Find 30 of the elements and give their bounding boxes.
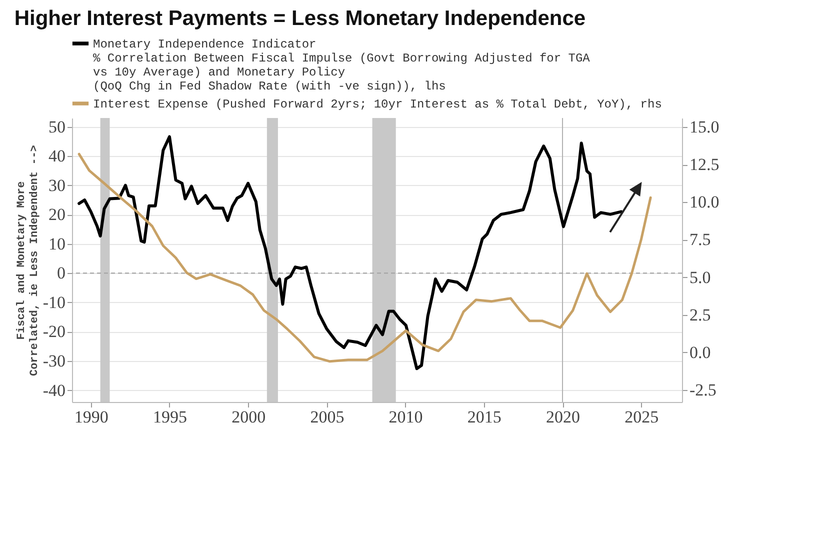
x-tick-label: 1990 (74, 408, 108, 426)
x-tick-label: 2025 (624, 408, 659, 426)
y-tick-label: 10 (48, 234, 66, 254)
y-tick-label: 20 (48, 205, 66, 224)
y-tick-label: 0 (57, 264, 66, 283)
y2-tick-label: 5.0 (690, 268, 711, 287)
y2-tick-label: 0.0 (690, 342, 711, 362)
y-tick-label: -10 (42, 292, 66, 312)
y2-tick-label: -2.5 (690, 380, 716, 400)
y-axis-title: Fiscal and Monetary More Correlated, ie Less Independent --> (16, 144, 41, 376)
y-tick-label: -40 (42, 380, 66, 400)
y-tick-label: -30 (42, 352, 66, 371)
y2-tick-label: 12.5 (690, 155, 720, 174)
x-tick-label: 2015 (467, 408, 502, 426)
x-tick-label: 2000 (232, 408, 266, 426)
y-tick-label: 50 (48, 117, 66, 136)
x-tick-label: 1995 (152, 408, 187, 426)
y2-tick-label: 10.0 (690, 192, 720, 212)
y2-tick-label: 7.5 (690, 230, 711, 250)
x-tick-label: 2005 (310, 408, 344, 426)
legend-label: Interest Expense (Pushed Forward 2yrs; 10yr Interest as % Total Debt, YoY), rhs (93, 98, 662, 112)
x-tick-label: 2010 (388, 408, 423, 426)
legend-label: Monetary Independence Indicator % Correlation Between Fiscal Impulse (Govt Borrowing Adjusted for TGA vs 10y Average) and Monetary Policy (QoQ Chg in Fed Shadow Rate (with -ve sign)), lhs (93, 38, 591, 94)
y-tick-label: 40 (48, 146, 66, 166)
y-tick-label: 30 (48, 176, 66, 195)
y-tick-label: -20 (42, 322, 66, 342)
y2-tick-label: 15.0 (690, 118, 720, 137)
y2-tick-label: 2.5 (690, 305, 711, 324)
chart-title: Higher Interest Payments = Less Monetary Independence (14, 7, 586, 30)
x-tick-label: 2020 (546, 408, 580, 426)
